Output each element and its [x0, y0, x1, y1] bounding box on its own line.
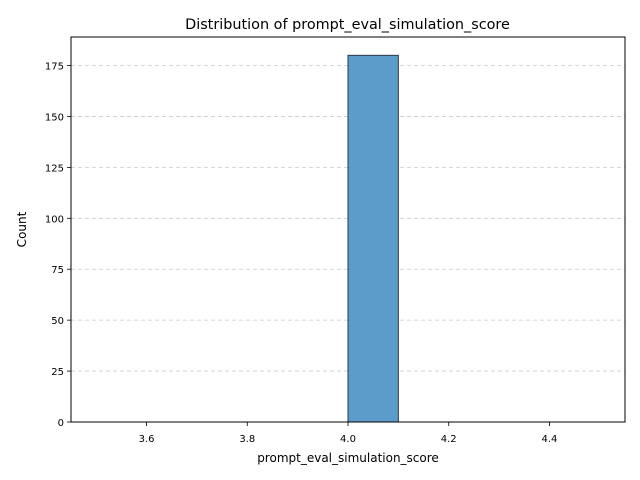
y-tick-label: 175	[45, 62, 64, 73]
y-tick-label: 0	[58, 418, 64, 429]
y-axis-label: Count	[15, 211, 29, 247]
y-axis-ticks: 0 25 50 75 100 125 150 175	[45, 62, 71, 429]
x-axis-ticks: 3.6 3.8 4.0 4.2 4.4	[139, 422, 558, 445]
x-tick-label: 3.6	[139, 434, 155, 445]
y-tick-label: 150	[45, 112, 64, 123]
y-tick-label: 100	[45, 214, 64, 225]
y-tick-label: 125	[45, 163, 64, 174]
x-tick-label: 4.0	[340, 434, 356, 445]
y-tick-label: 50	[51, 316, 64, 327]
bars	[347, 54, 399, 423]
x-tick-label: 4.4	[542, 434, 558, 445]
x-tick-label: 4.2	[441, 434, 457, 445]
chart-title: Distribution of prompt_eval_simulation_s…	[185, 17, 510, 33]
x-axis-label: prompt_eval_simulation_score	[257, 451, 439, 465]
histogram-bar	[347, 54, 399, 423]
y-tick-label: 25	[51, 367, 64, 378]
x-tick-label: 3.8	[239, 434, 255, 445]
y-tick-label: 75	[51, 265, 64, 276]
